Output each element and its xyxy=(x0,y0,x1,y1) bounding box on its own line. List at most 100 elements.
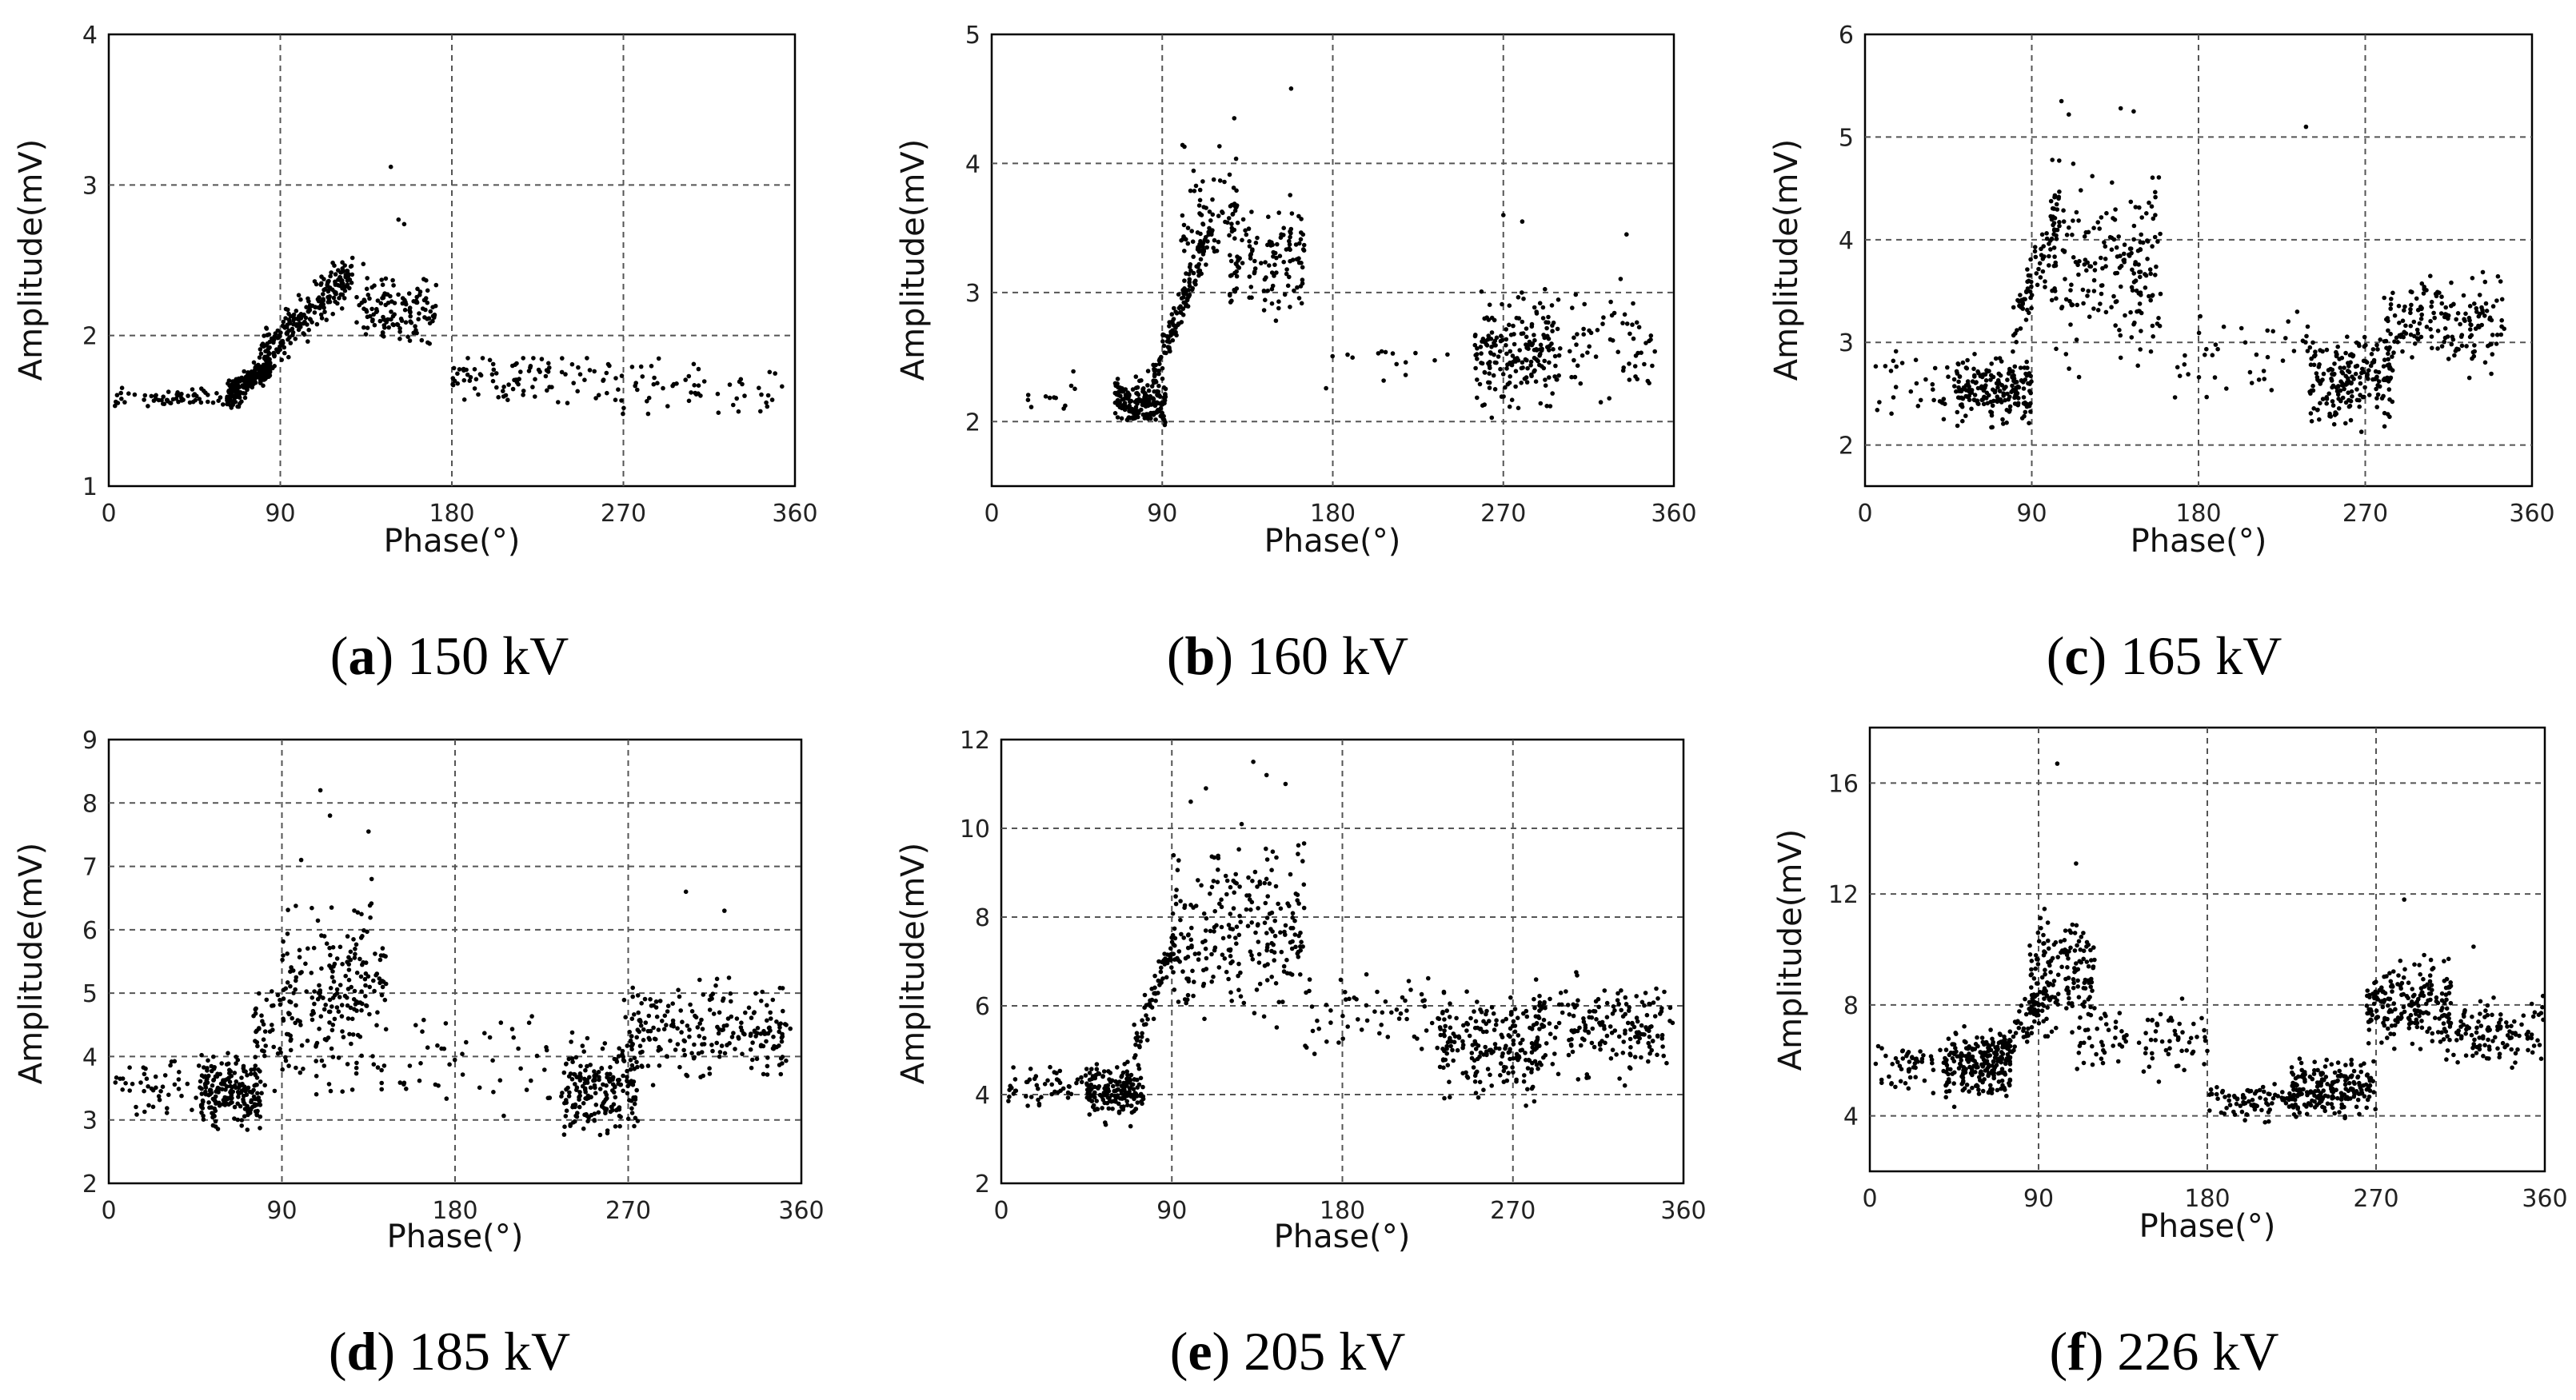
data-point xyxy=(597,1132,603,1138)
data-point xyxy=(2023,297,2027,302)
data-point xyxy=(1288,193,1292,197)
data-point xyxy=(1216,965,1222,970)
data-point xyxy=(1065,1090,1071,1095)
data-point xyxy=(1034,1083,1040,1088)
data-point xyxy=(1250,957,1256,962)
data-point xyxy=(2147,267,2153,272)
data-point xyxy=(146,1103,151,1108)
y-tick-label: 2 xyxy=(82,1171,98,1199)
data-point xyxy=(364,1003,369,1008)
data-point xyxy=(501,1113,506,1119)
data-point xyxy=(420,1029,425,1034)
data-point xyxy=(2357,375,2362,380)
data-point xyxy=(1232,208,1238,213)
data-point xyxy=(564,1062,569,1067)
data-point xyxy=(254,1039,260,1045)
data-point xyxy=(1520,319,1525,325)
data-point xyxy=(1403,373,1408,377)
data-point xyxy=(1141,386,1146,391)
data-point xyxy=(1226,216,1232,221)
data-point xyxy=(353,947,357,951)
data-point xyxy=(1184,1000,1188,1006)
x-tick-label: 90 xyxy=(265,500,295,528)
data-point xyxy=(1048,1064,1052,1070)
data-point xyxy=(698,1075,703,1079)
data-point xyxy=(1182,249,1187,253)
data-point xyxy=(1184,271,1188,276)
x-tick-label: 90 xyxy=(1156,1197,1187,1225)
data-point xyxy=(396,217,401,222)
data-point xyxy=(1521,1011,1526,1016)
data-point xyxy=(397,329,402,334)
data-point xyxy=(750,1057,755,1063)
data-point xyxy=(1217,178,1223,183)
data-point xyxy=(382,291,387,296)
data-point xyxy=(273,331,278,336)
x-tick-label: 360 xyxy=(1651,500,1696,528)
data-point xyxy=(2027,421,2031,425)
y-tick-label: 6 xyxy=(82,917,98,945)
data-point xyxy=(1999,383,2005,388)
x-tick-label: 360 xyxy=(2509,500,2554,528)
data-point xyxy=(1075,1077,1080,1082)
data-point xyxy=(1204,955,1209,961)
data-point xyxy=(2446,357,2451,361)
data-point xyxy=(675,1042,681,1047)
data-point xyxy=(689,1009,695,1014)
data-point xyxy=(1234,203,1240,208)
data-point xyxy=(221,1098,226,1103)
data-point xyxy=(278,997,282,1003)
data-point xyxy=(406,291,412,296)
data-point xyxy=(1154,410,1160,415)
data-point xyxy=(314,321,320,327)
data-point xyxy=(361,261,366,267)
data-point xyxy=(2498,332,2504,337)
data-point xyxy=(1125,1072,1130,1078)
data-point xyxy=(1913,1057,1919,1063)
data-point xyxy=(605,1071,609,1077)
data-point xyxy=(1025,397,1031,403)
data-point xyxy=(1261,288,1267,293)
data-point xyxy=(1255,884,1260,889)
data-point xyxy=(1207,225,1212,231)
data-point xyxy=(1297,241,1302,246)
data-point xyxy=(2027,381,2032,386)
x-tick-label: 90 xyxy=(266,1197,297,1225)
data-point xyxy=(1623,995,1628,1000)
data-point xyxy=(1464,1070,1468,1075)
data-point xyxy=(258,368,263,373)
data-point xyxy=(1522,1073,1527,1078)
data-point xyxy=(2054,233,2059,238)
data-point xyxy=(1178,917,1183,923)
x-tick-label: 180 xyxy=(432,1197,477,1225)
data-point xyxy=(1352,995,1356,1000)
data-point xyxy=(617,1046,621,1051)
data-point xyxy=(2135,363,2140,369)
data-point xyxy=(1879,1077,1884,1083)
data-point xyxy=(1210,212,1216,217)
data-point xyxy=(1472,1009,1476,1014)
data-point xyxy=(1442,1028,1447,1033)
data-point xyxy=(1282,292,1288,297)
data-point xyxy=(375,1010,380,1015)
data-point xyxy=(1160,339,1165,344)
data-point xyxy=(2076,374,2082,380)
data-point xyxy=(1236,973,1240,979)
data-point xyxy=(278,1047,282,1051)
data-point xyxy=(242,1093,246,1099)
data-point xyxy=(1639,1055,1643,1060)
data-point xyxy=(226,398,230,403)
data-point xyxy=(283,986,289,991)
data-point xyxy=(1109,1078,1115,1083)
data-point xyxy=(329,975,335,979)
data-point xyxy=(1504,337,1509,342)
data-point xyxy=(1617,1076,1622,1081)
data-point xyxy=(1544,1041,1549,1046)
data-point xyxy=(1986,1045,1991,1051)
data-point xyxy=(386,325,392,330)
data-point xyxy=(629,1016,635,1021)
data-point xyxy=(2203,353,2207,357)
data-point xyxy=(2011,349,2015,354)
data-point xyxy=(1138,1091,1144,1097)
data-point xyxy=(1296,901,1301,906)
